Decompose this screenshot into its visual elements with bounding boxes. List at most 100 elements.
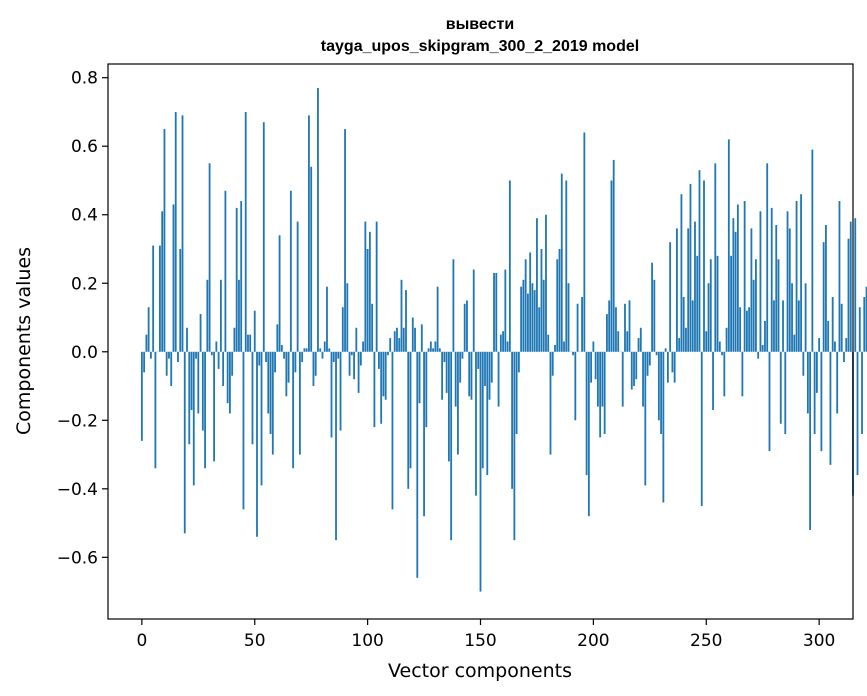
bar bbox=[836, 351, 839, 414]
bar bbox=[800, 194, 802, 352]
bar bbox=[429, 341, 432, 352]
bar bbox=[865, 286, 867, 352]
bar bbox=[233, 327, 236, 352]
bar bbox=[524, 259, 527, 352]
bar bbox=[694, 221, 696, 352]
bar bbox=[624, 303, 626, 352]
bar bbox=[630, 351, 633, 390]
bar bbox=[802, 351, 805, 376]
bar bbox=[759, 211, 762, 352]
bar bbox=[689, 183, 692, 352]
y-tick-label: −0.2 bbox=[57, 411, 98, 431]
bar bbox=[380, 351, 383, 424]
bar bbox=[583, 132, 586, 352]
bar bbox=[344, 129, 346, 352]
bar bbox=[567, 283, 570, 352]
bar bbox=[362, 341, 365, 352]
bar bbox=[676, 228, 678, 352]
x-tick-label: 200 bbox=[577, 631, 609, 651]
bar bbox=[416, 351, 419, 578]
bar bbox=[655, 351, 658, 356]
bar bbox=[292, 351, 295, 469]
x-tick-label: 250 bbox=[690, 631, 722, 651]
bar bbox=[621, 351, 624, 407]
bar bbox=[840, 303, 843, 352]
bar bbox=[750, 228, 753, 352]
bar bbox=[443, 351, 446, 363]
bar bbox=[280, 344, 283, 352]
bar bbox=[545, 214, 547, 352]
x-axis-ticks: 0 50 100 150 200 250 300 bbox=[136, 619, 835, 651]
bar bbox=[628, 300, 631, 352]
bar bbox=[450, 351, 453, 541]
bar bbox=[434, 341, 437, 352]
bar bbox=[409, 351, 412, 469]
bar bbox=[219, 279, 222, 352]
bar bbox=[822, 242, 825, 352]
bar bbox=[861, 351, 863, 434]
bar bbox=[285, 351, 288, 397]
bar bbox=[276, 324, 279, 352]
bar bbox=[820, 351, 823, 452]
bar bbox=[317, 87, 319, 352]
bar bbox=[612, 159, 615, 352]
bar bbox=[797, 300, 800, 352]
bar bbox=[154, 351, 157, 469]
bar bbox=[301, 351, 304, 363]
bar bbox=[303, 348, 306, 352]
bar bbox=[606, 314, 608, 352]
bar bbox=[513, 351, 516, 541]
bar bbox=[337, 351, 340, 359]
bar bbox=[472, 269, 475, 352]
bar bbox=[152, 245, 155, 352]
y-tick-label: −0.4 bbox=[57, 480, 98, 500]
bar bbox=[757, 351, 760, 359]
bar bbox=[723, 351, 726, 397]
bar bbox=[806, 351, 809, 414]
bar bbox=[506, 341, 509, 352]
bar bbox=[174, 111, 177, 352]
bar bbox=[642, 351, 644, 407]
bar bbox=[274, 351, 276, 373]
bar bbox=[466, 300, 468, 352]
bar bbox=[335, 351, 337, 541]
bar bbox=[777, 259, 780, 352]
bar bbox=[610, 180, 613, 352]
bar bbox=[673, 351, 676, 383]
bar bbox=[664, 348, 667, 352]
bar bbox=[522, 279, 525, 352]
x-axis-label: Vector components bbox=[388, 660, 572, 682]
bar bbox=[190, 351, 193, 411]
bar bbox=[691, 300, 694, 352]
bar bbox=[718, 341, 721, 352]
bar bbox=[633, 351, 635, 387]
bar bbox=[845, 338, 848, 352]
x-tick-label: 300 bbox=[803, 631, 835, 651]
bar bbox=[734, 231, 737, 352]
bar bbox=[743, 201, 746, 352]
bar bbox=[328, 348, 331, 352]
bar bbox=[666, 351, 669, 383]
bar bbox=[745, 310, 748, 352]
bar bbox=[393, 331, 396, 352]
bar bbox=[626, 331, 629, 352]
bar bbox=[479, 351, 482, 592]
bar bbox=[199, 314, 202, 352]
bar bbox=[398, 338, 401, 352]
bar bbox=[565, 180, 568, 352]
bar bbox=[741, 351, 744, 397]
bar bbox=[770, 207, 773, 352]
bar bbox=[355, 327, 358, 352]
y-tick-label: 0.0 bbox=[71, 343, 98, 363]
bar bbox=[856, 351, 859, 476]
bar bbox=[818, 338, 821, 352]
bar bbox=[353, 351, 355, 380]
bar bbox=[217, 351, 220, 369]
y-tick-label: 0.6 bbox=[71, 137, 98, 157]
bar bbox=[782, 300, 784, 352]
bar bbox=[536, 218, 538, 352]
bar bbox=[556, 259, 559, 352]
bar bbox=[502, 331, 504, 352]
bar bbox=[653, 279, 656, 352]
